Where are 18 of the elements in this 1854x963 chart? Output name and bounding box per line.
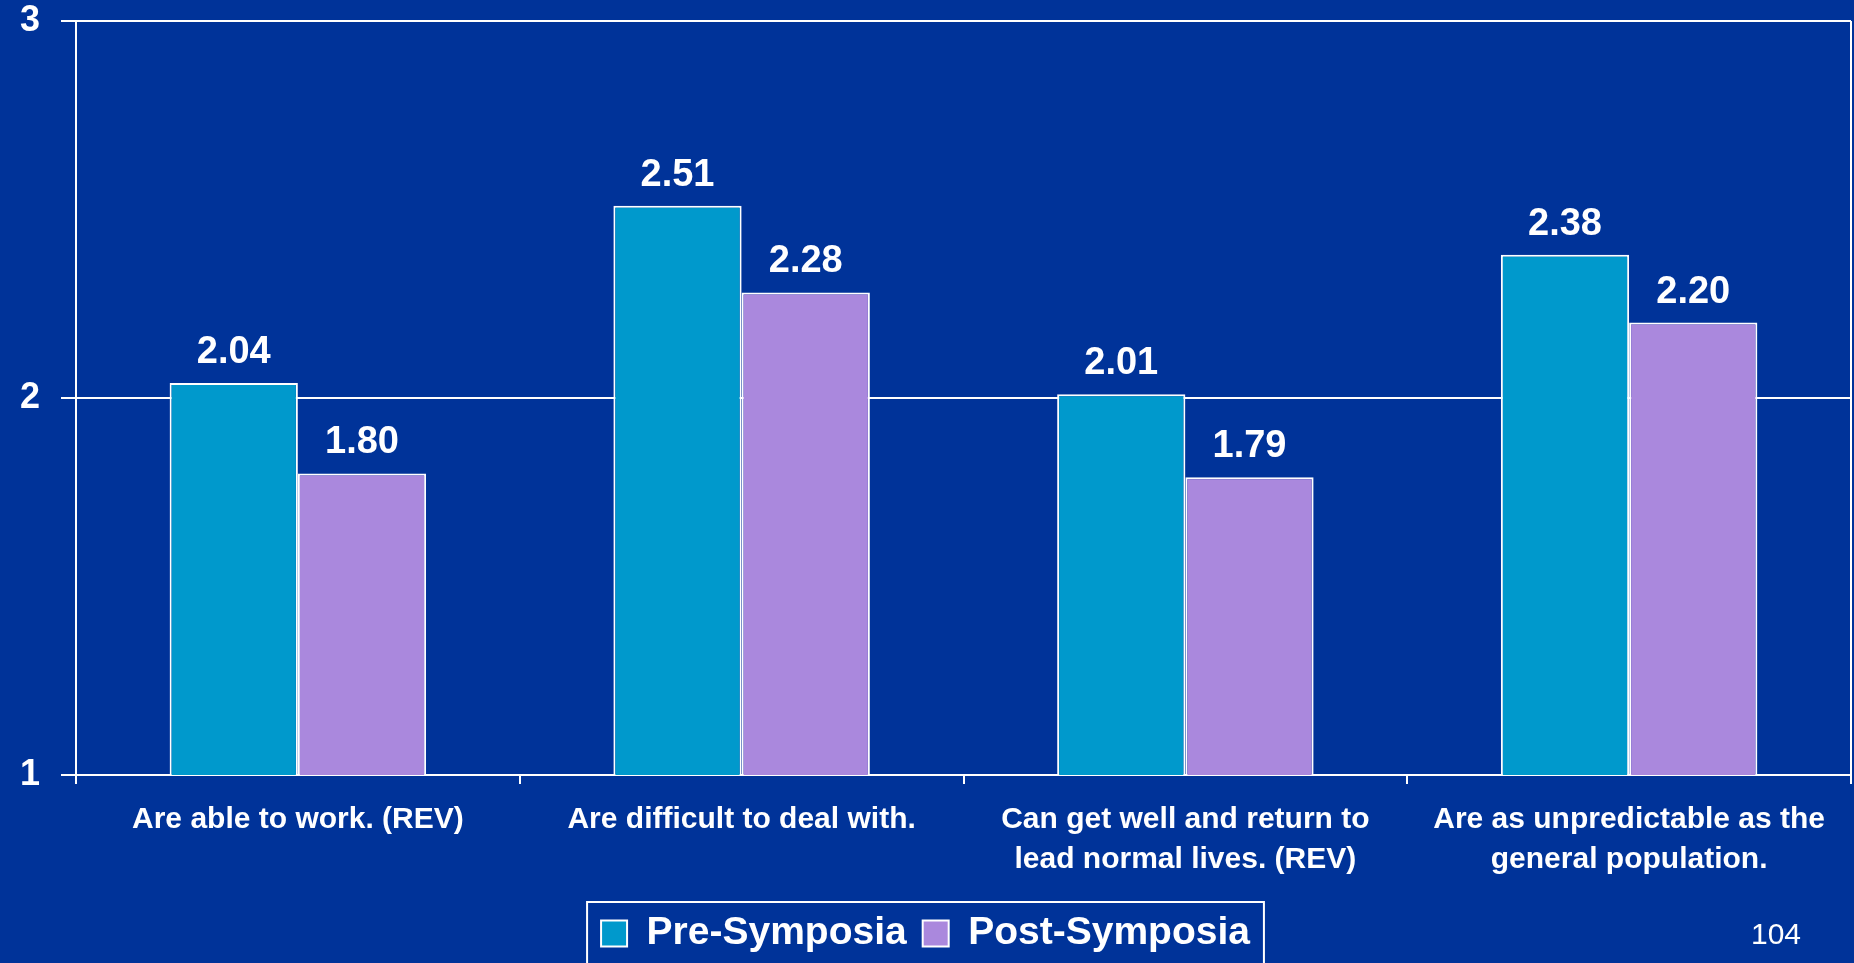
x-tick-label: Are difficult to deal with. bbox=[567, 801, 916, 835]
data-label: 2.38 bbox=[1528, 200, 1602, 243]
text: 104 bbox=[1750, 917, 1802, 950]
x-tick-label: Are able to work. (REV) bbox=[132, 801, 464, 835]
data-label: 2.04 bbox=[196, 328, 271, 371]
legend-label: Post-Symposia bbox=[968, 909, 1251, 953]
y-tick-label: 1 bbox=[19, 751, 40, 793]
data-label: 1.80 bbox=[325, 419, 399, 462]
data-label: 2.20 bbox=[1656, 268, 1731, 311]
legend-label: Pre-Symposia bbox=[646, 909, 907, 953]
y-tick-label: 2 bbox=[19, 374, 40, 416]
data-label: 2.51 bbox=[640, 151, 715, 194]
x-tick-label: Are as unpredictable as the general population. bbox=[1433, 801, 1826, 875]
x-tick-label: Can get well and return to lead normal lives. (REV) bbox=[1001, 801, 1370, 875]
y-tick-label: 3 bbox=[19, 0, 40, 39]
data-label: 1.79 bbox=[1212, 423, 1287, 466]
data-label: 2.01 bbox=[1084, 340, 1159, 383]
data-label: 2.28 bbox=[768, 238, 843, 281]
